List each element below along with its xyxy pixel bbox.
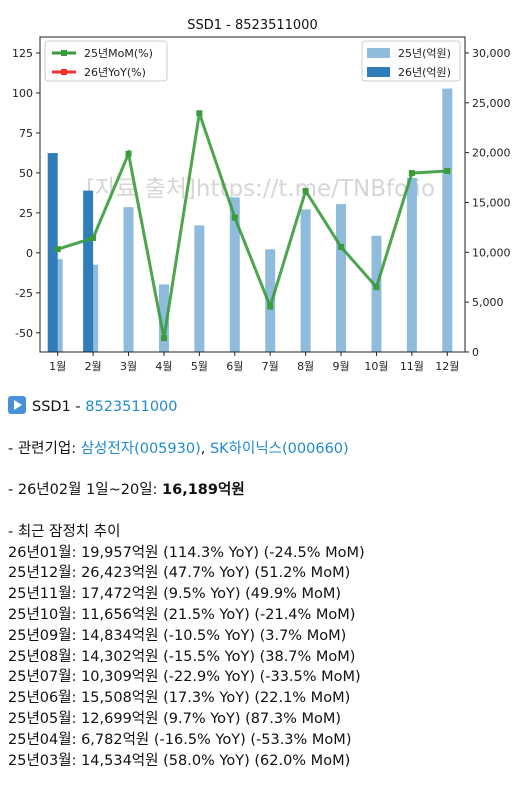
bar-25-8 [300,209,311,352]
x-tick-label: 8월 [297,360,314,373]
watermark-text: [자료 출처]https://t.me/TNBfolio [86,176,435,202]
bar-25-6 [229,197,240,352]
legend-line-marker [61,69,67,75]
bar-25-5 [194,225,205,352]
y-right-tick-label: 15,000 [472,196,511,209]
y-left-tick-label: 0 [26,247,33,260]
y-right-tick-label: 25,000 [472,97,511,110]
recent-item: 25년11월: 17,472억원 (9.5% YoY) (49.9% MoM) [8,586,342,603]
point-mom-11 [408,170,415,177]
y-left-tick-label: 50 [19,167,33,180]
y-left-tick-label: 25 [19,207,33,220]
bar-25-3 [123,207,134,352]
recent-item: 25년05월: 12,699억원 (9.7% YoY) (87.3% MoM) [8,710,342,727]
y-right-tick-label: 20,000 [472,147,511,160]
line-mom [57,112,448,339]
recent-item: 25년12월: 26,423억원 (47.7% YoY) (51.2% MoM) [8,565,351,582]
x-tick-label: 5월 [191,360,208,373]
bar-25-7 [265,249,276,352]
legend-line-label: 25년MoM(%) [84,47,153,60]
bar-26-1 [47,153,58,352]
bar-26-2 [83,190,94,352]
recent-label: - 최근 잠정치 추이 [8,523,121,540]
recent-item: 25년06월: 15,508억원 (17.3% YoY) (22.1% MoM) [8,690,351,707]
post-title-row: SSD1 - 8523511000 [8,396,513,418]
y-left-tick-label: 100 [12,87,33,100]
x-tick-label: 2월 [85,360,102,373]
legend-line-marker [61,50,67,56]
x-tick-label: 11월 [400,360,424,373]
period-label: - 26년02월 1일~20일: [8,482,163,499]
recent-item: 25년03월: 14,534억원 (58.0% YoY) (62.0% MoM) [8,752,351,769]
related-companies-row: - 관련기업: 삼성전자(005930), SK하이닉스(000660) [8,439,513,460]
x-tick-label: 4월 [155,360,172,373]
legend-bar-label: 26년(억원) [398,66,451,79]
recent-item: 26년01월: 19,957억원 (114.3% YoY) (-24.5% Mo… [8,544,365,561]
point-mom-3 [125,150,132,157]
y-left-tick-label: 125 [12,47,33,60]
recent-list: 26년01월: 19,957억원 (114.3% YoY) (-24.5% Mo… [8,543,513,772]
point-mom-7 [267,303,274,310]
recent-item: 25년10월: 11,656억원 (21.5% YoY) (-21.4% MoM… [8,606,356,623]
point-mom-2 [90,234,97,241]
post-text: SSD1 - 8523511000 - 관련기업: 삼성전자(005930), … [8,396,513,771]
bar-25-12 [442,88,453,352]
period-value: 16,189억원 [162,482,245,499]
x-tick-label: 7월 [262,360,279,373]
point-mom-5 [196,110,203,117]
x-tick-label: 3월 [120,360,137,373]
recent-item: 25년07월: 10,309억원 (-22.9% YoY) (-33.5% Mo… [8,669,361,686]
y-left-tick-label: 75 [19,127,33,140]
point-mom-6 [231,214,238,221]
y-right-tick-label: 30,000 [472,47,511,60]
period-row: - 26년02월 1일~20일: 16,189억원 [8,480,513,501]
bar-25-4 [158,284,169,352]
y-right-tick-label: 5,000 [472,296,504,309]
related-separator: , [200,440,210,457]
recent-item: 25년09월: 14,834억원 (-10.5% YoY) (3.7% MoM) [8,627,347,644]
point-mom-12 [444,167,451,174]
x-tick-label: 9월 [332,360,349,373]
point-mom-10 [373,284,380,291]
x-tick-label: 6월 [226,360,243,373]
point-mom-1 [54,246,61,253]
post-title-prefix: SSD1 - [32,399,86,415]
x-tick-label: 1월 [49,360,66,373]
y-right-tick-label: 0 [472,346,479,359]
y-left-tick-label: -50 [15,327,33,340]
x-tick-label: 10월 [364,360,388,373]
recent-item: 25년04월: 6,782억원 (-16.5% YoY) (-53.3% MoM… [8,731,352,748]
plot-frame [39,36,466,353]
related-label: - 관련기업: [8,440,81,457]
play-icon [8,396,26,414]
recent-item: 25년08월: 14,302억원 (-15.5% YoY) (38.7% MoM… [8,648,356,665]
point-mom-4 [160,335,167,342]
x-tick-label: 12월 [435,360,459,373]
point-mom-8 [302,187,309,194]
bar-25-10 [371,235,382,352]
bar-25-11 [406,177,417,352]
legend-bar-swatch [367,67,390,77]
company-link-skhynix[interactable]: SK하이닉스(000660) [209,440,349,457]
product-code-link[interactable]: 8523511000 [85,399,178,415]
y-left-tick-label: -25 [15,287,33,300]
company-link-samsung[interactable]: 삼성전자(005930) [80,440,201,457]
y-right-tick-label: 10,000 [472,246,511,259]
legend-line-label: 26년YoY(%) [84,66,146,79]
chart: SSD1 - 8523511000 [자료 출처]https://t.me/TNB… [12,18,511,373]
bar-25-9 [336,204,347,352]
point-mom-9 [338,243,345,250]
chart-title: SSD1 - 8523511000 [187,18,317,33]
legend-bar-swatch [367,48,390,58]
legend-bar-label: 25년(억원) [398,47,451,60]
